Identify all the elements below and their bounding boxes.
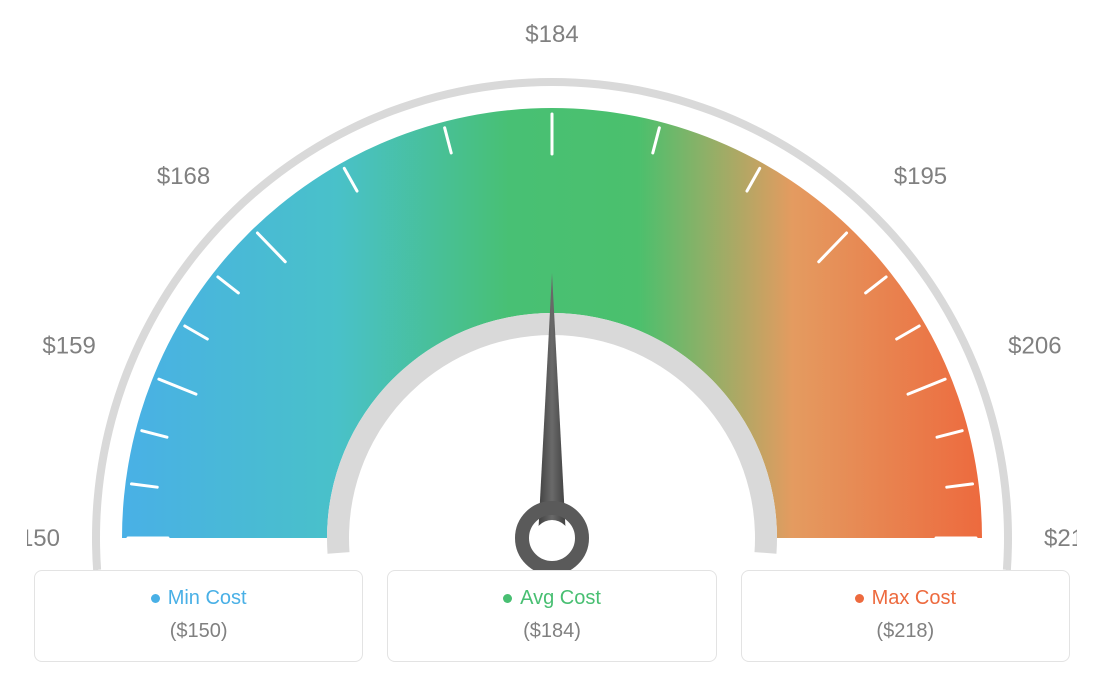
gauge-tick-label: $150 bbox=[27, 525, 60, 552]
gauge-svg: $150 $159 $168 $184 $195 $206 $218 bbox=[27, 20, 1077, 580]
dot-icon bbox=[503, 594, 512, 603]
gauge-tick-label: $218 bbox=[1044, 525, 1077, 552]
dot-icon bbox=[855, 594, 864, 603]
gauge-tick-label: $206 bbox=[1008, 333, 1061, 360]
legend-card-avg: Avg Cost ($184) bbox=[387, 570, 716, 662]
legend-title-min: Min Cost bbox=[151, 587, 247, 610]
legend-label: Min Cost bbox=[168, 587, 247, 610]
legend-label: Avg Cost bbox=[520, 587, 601, 610]
gauge-chart: $150 $159 $168 $184 $195 $206 $218 bbox=[27, 20, 1077, 580]
gauge-tick-label: $195 bbox=[894, 163, 947, 190]
legend-card-max: Max Cost ($218) bbox=[741, 570, 1070, 662]
legend-value: ($150) bbox=[45, 620, 352, 643]
legend-card-min: Min Cost ($150) bbox=[34, 570, 363, 662]
legend-title-avg: Avg Cost bbox=[503, 587, 601, 610]
legend-value: ($184) bbox=[398, 620, 705, 643]
legend-row: Min Cost ($150) Avg Cost ($184) Max Cost… bbox=[34, 570, 1070, 662]
gauge-tick-label: $168 bbox=[157, 163, 210, 190]
legend-title-max: Max Cost bbox=[855, 587, 956, 610]
legend-label: Max Cost bbox=[872, 587, 956, 610]
gauge-tick-label: $159 bbox=[42, 333, 95, 360]
legend-value: ($218) bbox=[752, 620, 1059, 643]
chart-container: $150 $159 $168 $184 $195 $206 $218 Min Cost ($… bbox=[0, 0, 1104, 690]
dot-icon bbox=[151, 594, 160, 603]
gauge-tick-label: $184 bbox=[525, 21, 578, 48]
